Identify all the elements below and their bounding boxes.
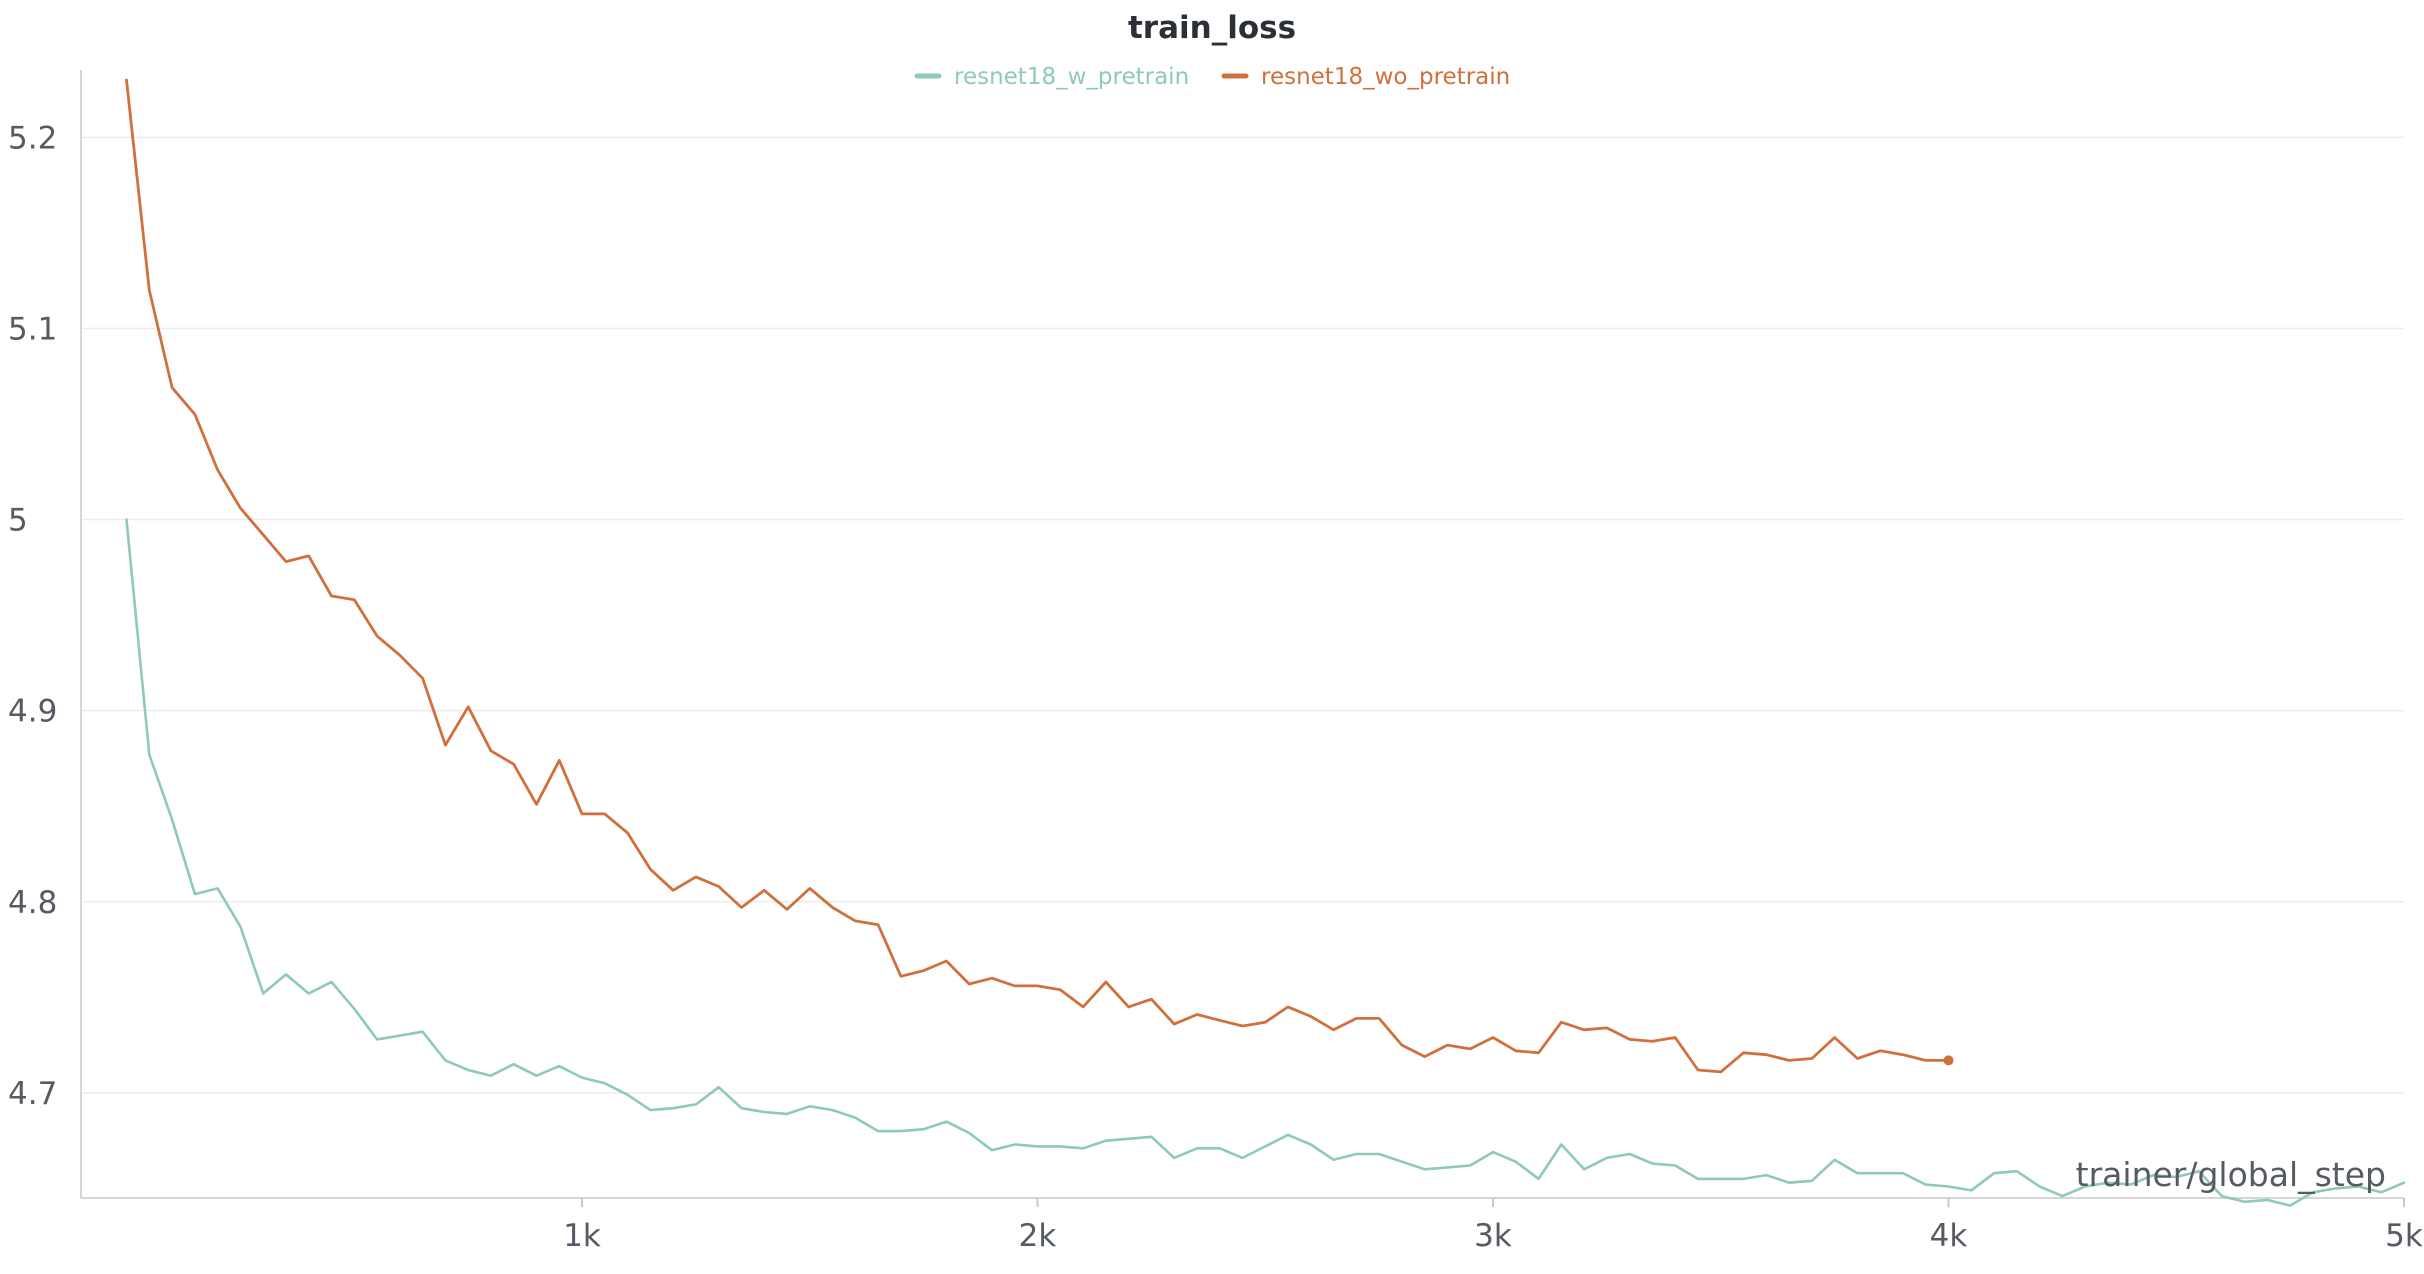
series-lines xyxy=(125,78,2406,1207)
tick-labels: 4.7 4.8 4.9 5 5.1 5.2 1k 2k 3k 4k 5k xyxy=(8,120,2423,1254)
grid-lines xyxy=(81,136,2404,1094)
axes xyxy=(80,70,2405,1207)
legend-item-wo-pretrain[interactable]: resnet18_wo_pretrain xyxy=(1221,64,1510,90)
series-line-resnet18_wo_pretrain xyxy=(125,78,1950,1074)
x-tick-label: 4k xyxy=(1930,1218,1968,1254)
y-tick-label: 4.9 xyxy=(8,694,57,730)
legend-label-wo-pretrain: resnet18_wo_pretrain xyxy=(1261,64,1510,90)
y-tick-label: 4.8 xyxy=(8,885,57,921)
x-axis-label: trainer/global_step xyxy=(2076,1155,2386,1194)
y-tick-label: 4.7 xyxy=(8,1076,57,1112)
legend-label-w-pretrain: resnet18_w_pretrain xyxy=(954,64,1189,90)
y-tick-label: 5 xyxy=(8,503,28,539)
y-tick-label: 5.2 xyxy=(8,120,57,156)
chart-title: train_loss xyxy=(1128,10,1296,46)
x-tick-label: 1k xyxy=(563,1218,601,1254)
legend[interactable]: resnet18_w_pretrain resnet18_wo_pretrain xyxy=(914,64,1510,90)
y-tick-label: 5.1 xyxy=(8,311,57,347)
x-tick-label: 3k xyxy=(1474,1218,1512,1254)
x-tick-label: 2k xyxy=(1019,1218,1057,1254)
series-line-resnet18_w_pretrain xyxy=(125,518,2406,1207)
x-tick-label: 5k xyxy=(2385,1218,2423,1254)
legend-item-w-pretrain[interactable]: resnet18_w_pretrain xyxy=(914,64,1189,90)
series-end-marker xyxy=(1943,1055,1954,1066)
